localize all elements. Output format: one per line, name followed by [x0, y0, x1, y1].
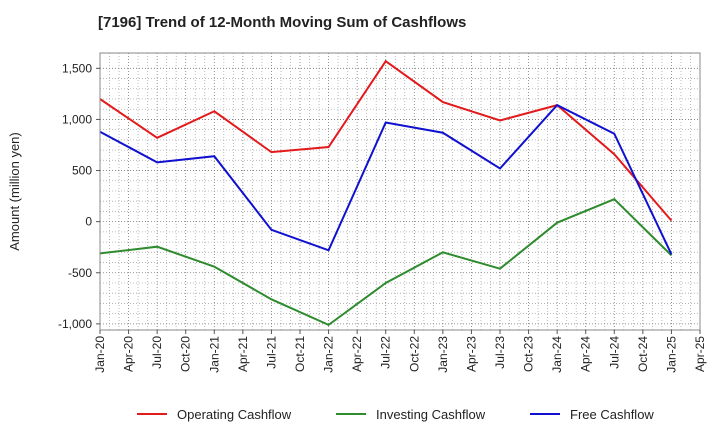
- x-tick-label: Apr-20: [122, 336, 136, 372]
- x-tick-label: Apr-22: [350, 336, 364, 372]
- y-tick-label: 500: [72, 164, 92, 178]
- x-tick-label: Jan-24: [550, 336, 564, 373]
- legend: Operating Cashflow Investing Cashflow Free…: [137, 407, 654, 422]
- x-tick-label: Jan-21: [207, 336, 221, 373]
- x-tick-label: Apr-21: [236, 336, 250, 372]
- x-tick-label: Oct-24: [636, 336, 650, 372]
- x-tick-label: Oct-22: [407, 336, 421, 372]
- x-tick-labels: Jan-20 Apr-20 Jul-20 Oct-20 Jan-21 Apr-21 Jul-…: [93, 330, 707, 373]
- x-tick-label: Oct-23: [522, 336, 536, 372]
- x-tick-label: Apr-24: [579, 336, 593, 372]
- series-lines: [99, 59, 673, 327]
- y-tick-labels: 1,500 1,000 500 0 -500 -1,000: [58, 61, 100, 331]
- x-tick-label: Jan-22: [322, 336, 336, 373]
- x-tick-label: Apr-23: [464, 336, 478, 372]
- y-tick-label: 1,000: [62, 112, 92, 126]
- x-tick-label: Jul-22: [379, 336, 393, 369]
- series-line-free-cashflow: [99, 103, 673, 255]
- y-tick-label: 0: [85, 215, 92, 229]
- x-tick-label: Jul-20: [150, 336, 164, 369]
- legend-label: Investing Cashflow: [376, 407, 486, 422]
- plot-area-frame: [99, 52, 701, 331]
- x-tick-label: Jul-23: [493, 336, 507, 369]
- x-tick-label: Oct-20: [179, 336, 193, 372]
- grid-lines: [99, 53, 701, 330]
- x-tick-label: Jan-25: [664, 336, 678, 373]
- x-tick-label: Oct-21: [293, 336, 307, 372]
- x-tick-label: Jan-23: [436, 336, 450, 373]
- y-tick-label: 1,500: [62, 61, 92, 75]
- x-tick-label: Jul-21: [264, 336, 278, 369]
- x-tick-label: Apr-25: [693, 336, 707, 372]
- y-tick-label: -1,000: [58, 317, 92, 331]
- legend-label: Operating Cashflow: [177, 407, 292, 422]
- chart-title: [7196] Trend of 12-Month Moving Sum of C…: [98, 14, 467, 31]
- x-tick-label: Jul-24: [607, 336, 621, 369]
- legend-label: Free Cashflow: [570, 407, 654, 422]
- x-tick-label: Jan-20: [93, 336, 107, 373]
- y-axis-title: Amount (million yen): [7, 132, 22, 251]
- series-line-investing-cashflow: [99, 197, 673, 327]
- series-line-operating-cashflow: [99, 59, 673, 222]
- y-tick-label: -500: [68, 266, 92, 280]
